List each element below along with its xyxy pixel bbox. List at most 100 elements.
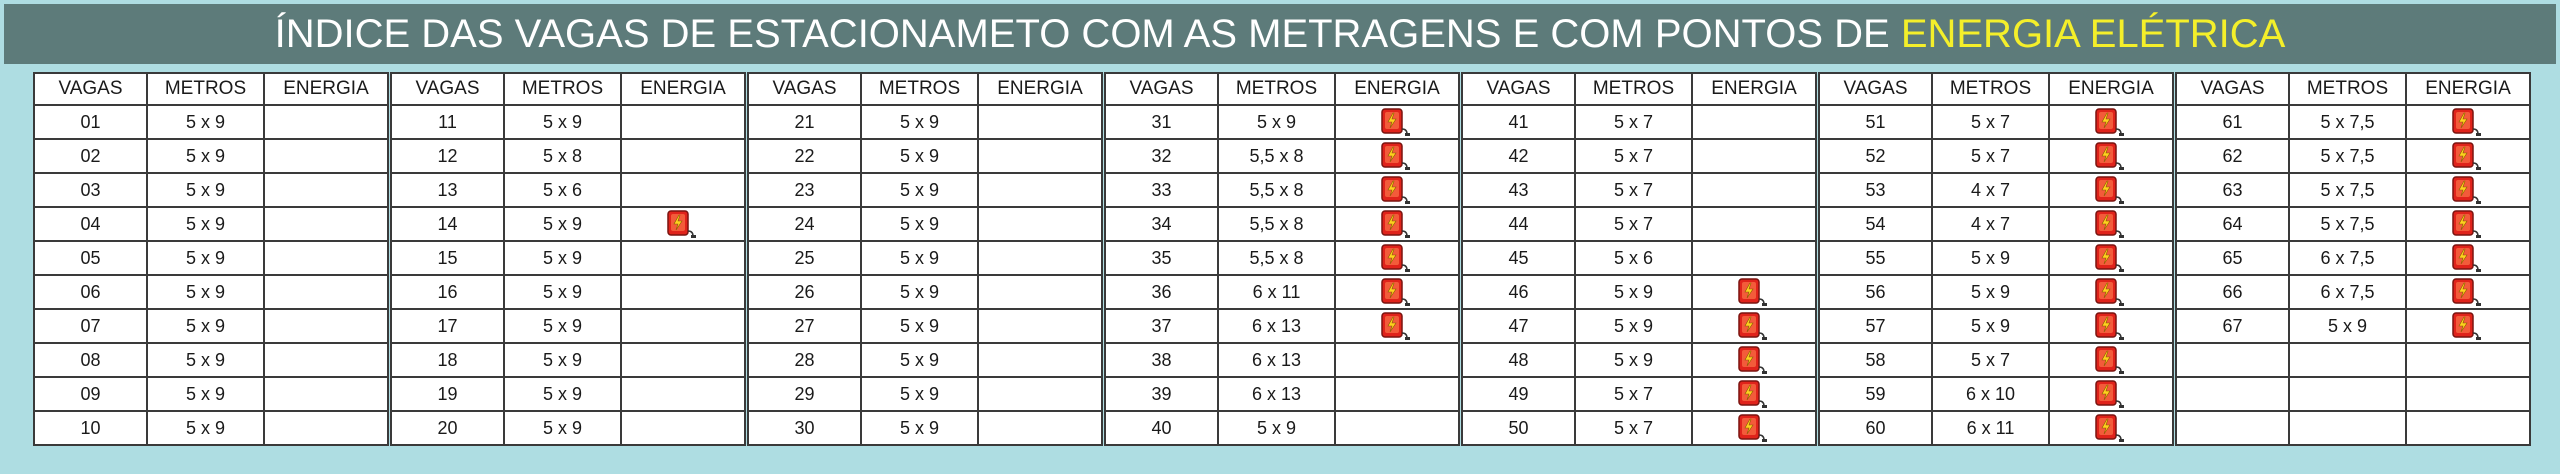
vaga-metros: 5 x 9: [146, 410, 265, 446]
vaga-number: 09: [33, 376, 148, 412]
table-row: 34 5,5 x 8: [1104, 206, 1460, 242]
vaga-number: 32: [1104, 138, 1219, 174]
table-row: 42 5 x 7: [1461, 138, 1817, 174]
vaga-metros: 5 x 7: [1574, 376, 1693, 412]
header-vagas: VAGAS: [33, 72, 148, 106]
vaga-energia: [620, 274, 746, 310]
table-row: 51 5 x 7: [1818, 104, 2174, 140]
vaga-energia: [1691, 342, 1817, 378]
vaga-energia: [620, 410, 746, 446]
vaga-number: 55: [1818, 240, 1933, 276]
table-row: 25 5 x 9: [747, 240, 1103, 276]
vaga-metros: 5 x 9: [860, 410, 979, 446]
vaga-energia: [620, 240, 746, 276]
vaga-number: 27: [747, 308, 862, 344]
ev-charger-icon: [1381, 278, 1410, 306]
ev-charger-icon: [1381, 176, 1410, 204]
table-row: 32 5,5 x 8: [1104, 138, 1460, 174]
header-energia: ENERGIA: [620, 72, 746, 106]
vaga-energia: [620, 308, 746, 344]
table-row: [2175, 342, 2531, 378]
vaga-number: 01: [33, 104, 148, 140]
header-vagas: VAGAS: [747, 72, 862, 106]
vaga-energia: [2048, 274, 2174, 310]
vaga-number: 13: [390, 172, 505, 208]
vaga-energia: [1334, 342, 1460, 378]
table-row: 45 5 x 6: [1461, 240, 1817, 276]
vaga-metros: 6 x 11: [1931, 410, 2050, 446]
table-row: 12 5 x 8: [390, 138, 746, 174]
vaga-energia: [1691, 172, 1817, 208]
ev-charger-icon: [1381, 312, 1410, 340]
vaga-number: 30: [747, 410, 862, 446]
table-row: 16 5 x 9: [390, 274, 746, 310]
header-energia: ENERGIA: [1691, 72, 1817, 106]
ev-charger-icon: [2095, 210, 2124, 238]
vaga-energia: [263, 104, 389, 140]
vaga-metros: 5 x 9: [503, 410, 622, 446]
table-row: 65 6 x 7,5: [2175, 240, 2531, 276]
vaga-number: 50: [1461, 410, 1576, 446]
table-row: 17 5 x 9: [390, 308, 746, 344]
vaga-metros: 5 x 9: [860, 376, 979, 412]
vaga-energia: [1691, 104, 1817, 140]
vaga-metros: 5 x 9: [860, 172, 979, 208]
parking-table-7: VAGAS METROS ENERGIA 61 5 x 7,5 62 5 x 7,5 63…: [2175, 72, 2531, 446]
vaga-metros: 6 x 13: [1217, 308, 1336, 344]
vaga-metros: 5 x 9: [503, 376, 622, 412]
ev-charger-icon: [1381, 108, 1410, 136]
vaga-number: 23: [747, 172, 862, 208]
header-vagas: VAGAS: [390, 72, 505, 106]
header-metros: METROS: [1217, 72, 1336, 106]
vaga-energia: [2405, 342, 2531, 378]
vaga-metros: 6 x 7,5: [2288, 240, 2407, 276]
header-metros: METROS: [146, 72, 265, 106]
table-header-row: VAGAS METROS ENERGIA: [1461, 72, 1817, 106]
table-row: 52 5 x 7: [1818, 138, 2174, 174]
vaga-energia: [1334, 376, 1460, 412]
vaga-metros: 5 x 9: [503, 206, 622, 242]
vaga-energia: [263, 172, 389, 208]
vaga-number: 06: [33, 274, 148, 310]
vaga-energia: [2048, 206, 2174, 242]
vaga-energia: [1691, 308, 1817, 344]
vaga-metros: 5,5 x 8: [1217, 240, 1336, 276]
vaga-energia: [263, 240, 389, 276]
vaga-energia: [263, 138, 389, 174]
vaga-metros: 5 x 7: [1574, 104, 1693, 140]
vaga-energia: [2048, 342, 2174, 378]
vaga-number: 53: [1818, 172, 1933, 208]
table-row: 20 5 x 9: [390, 410, 746, 446]
table-row: 06 5 x 9: [33, 274, 389, 310]
vaga-metros: 5 x 9: [1574, 342, 1693, 378]
vaga-number: 59: [1818, 376, 1933, 412]
vaga-energia: [2405, 274, 2531, 310]
table-row: 43 5 x 7: [1461, 172, 1817, 208]
vaga-energia: [2405, 376, 2531, 412]
vaga-number: 36: [1104, 274, 1219, 310]
vaga-number: 12: [390, 138, 505, 174]
vaga-number: 51: [1818, 104, 1933, 140]
vaga-metros: 5 x 9: [860, 206, 979, 242]
vaga-energia: [977, 342, 1103, 378]
vaga-energia: [977, 172, 1103, 208]
vaga-energia: [977, 240, 1103, 276]
header-metros: METROS: [1574, 72, 1693, 106]
vaga-energia: [977, 104, 1103, 140]
table-row: 31 5 x 9: [1104, 104, 1460, 140]
table-row: 41 5 x 7: [1461, 104, 1817, 140]
vaga-number: 65: [2175, 240, 2290, 276]
vaga-energia: [2405, 240, 2531, 276]
ev-charger-icon: [667, 210, 696, 238]
ev-charger-icon: [2452, 108, 2481, 136]
vaga-number: 21: [747, 104, 862, 140]
header-energia: ENERGIA: [977, 72, 1103, 106]
ev-charger-icon: [2095, 176, 2124, 204]
vaga-number: 03: [33, 172, 148, 208]
vaga-number: 17: [390, 308, 505, 344]
vaga-number: 10: [33, 410, 148, 446]
vaga-metros: 5 x 9: [503, 342, 622, 378]
vaga-number: 02: [33, 138, 148, 174]
